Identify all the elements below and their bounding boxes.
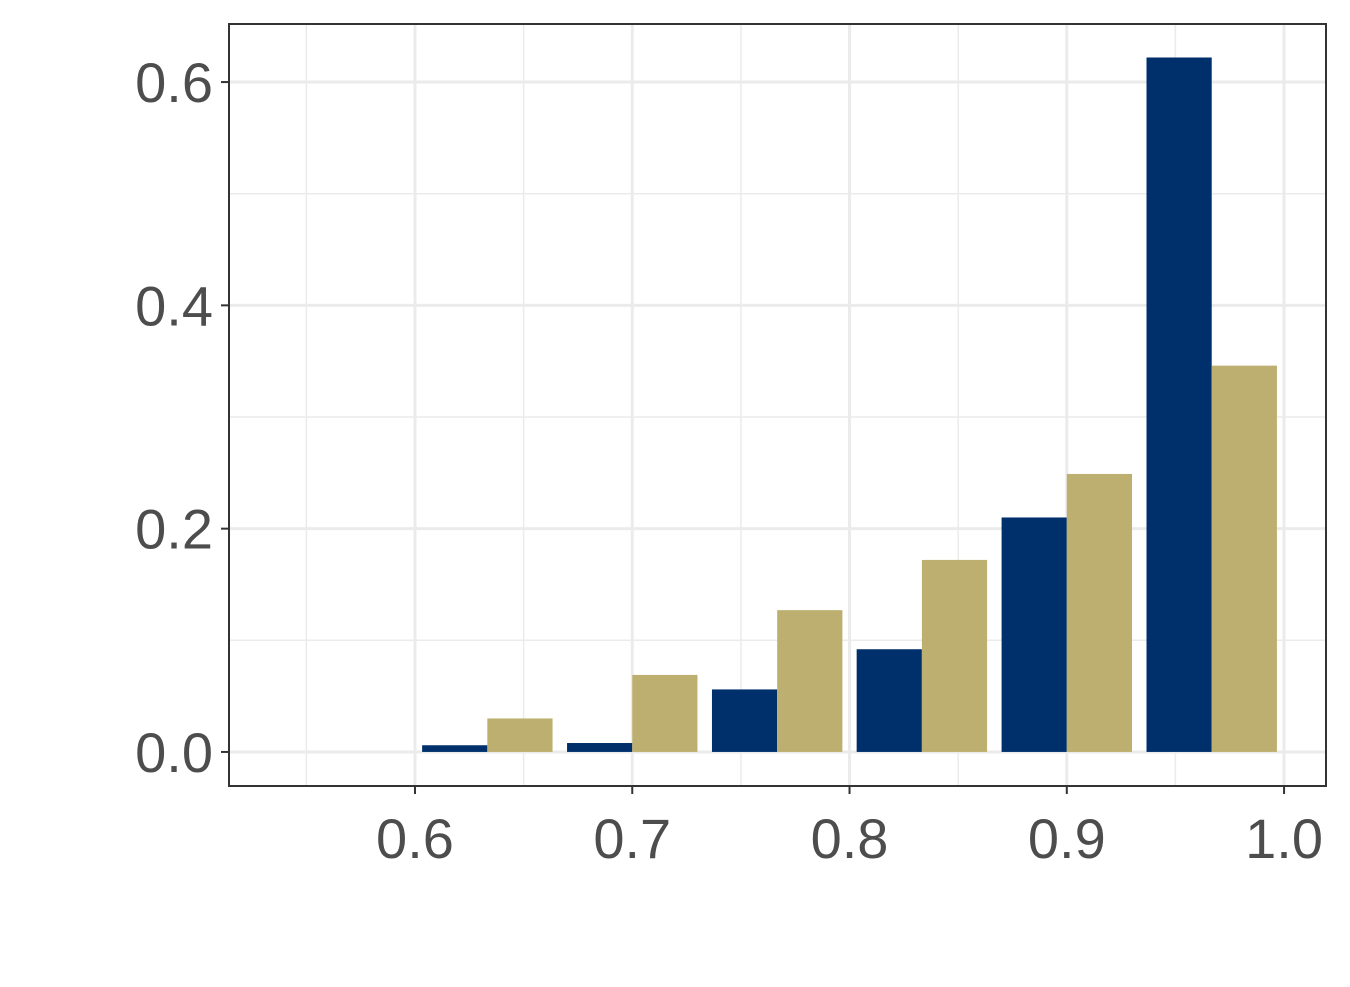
bar: [856, 649, 922, 752]
bar: [777, 610, 843, 752]
y-tick-label: 0.2: [135, 498, 213, 561]
bar: [567, 743, 633, 752]
bar: [1211, 365, 1277, 752]
bar: [1066, 473, 1133, 752]
x-tick-label: 0.8: [811, 807, 889, 870]
bar: [422, 745, 488, 752]
y-tick-label: 0.4: [135, 274, 213, 337]
bar: [921, 559, 988, 752]
bar: [711, 689, 778, 752]
x-tick-label: 0.6: [376, 807, 454, 870]
x-tick-label: 1.0: [1245, 807, 1323, 870]
y-tick-label: 0.0: [135, 721, 213, 784]
x-tick-label: 0.9: [1028, 807, 1106, 870]
bar: [632, 674, 698, 752]
y-tick-label: 0.6: [135, 51, 213, 114]
x-tick-label: 0.7: [593, 807, 671, 870]
panel-border: [228, 23, 1327, 787]
bar: [1146, 57, 1212, 752]
bar: [487, 718, 553, 752]
bar: [1001, 517, 1067, 752]
